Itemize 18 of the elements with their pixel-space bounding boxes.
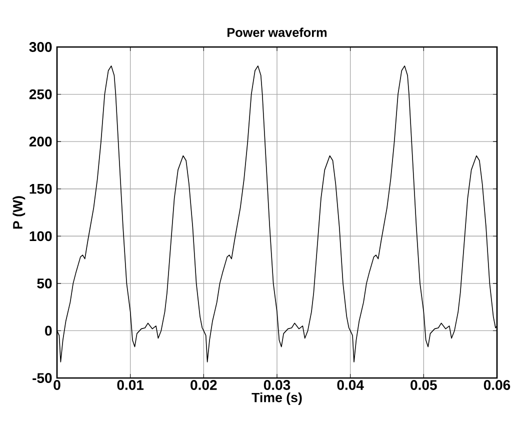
x-tick-label: 0.05: [410, 380, 437, 390]
x-tick-label: 0: [54, 380, 60, 390]
y-tick-label: 200: [29, 136, 52, 147]
y-axis-title: P (W): [12, 196, 26, 229]
y-tick-label: 300: [29, 42, 52, 52]
x-tick-label: 0.02: [190, 380, 217, 390]
y-tick-label: 100: [30, 231, 52, 242]
chart-title: Power waveform: [228, 28, 327, 37]
x-tick-label: 0.06: [484, 380, 510, 390]
y-tick-label: 250: [29, 89, 52, 100]
x-tick-label: 0.01: [117, 380, 144, 390]
x-axis-title: Time (s): [252, 392, 302, 405]
x-tick-label: 0.03: [264, 380, 290, 390]
y-tick-label: -50: [32, 373, 52, 383]
y-tick-label: 0: [45, 326, 52, 336]
y-tick-label: 150: [30, 184, 52, 194]
x-tick-label: 0.04: [337, 380, 364, 390]
y-tick-label: 50: [37, 278, 52, 288]
